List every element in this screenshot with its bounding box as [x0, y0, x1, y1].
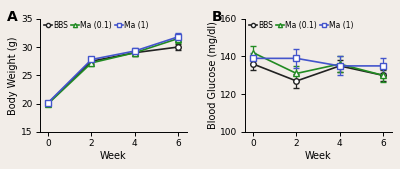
X-axis label: Week: Week: [305, 151, 332, 161]
X-axis label: Week: Week: [100, 151, 126, 161]
Y-axis label: Body Weight (g): Body Weight (g): [8, 36, 18, 115]
Text: A: A: [7, 10, 18, 24]
Legend: BBS, Ma (0.1), Ma (1): BBS, Ma (0.1), Ma (1): [43, 20, 150, 31]
Text: B: B: [212, 10, 223, 24]
Y-axis label: Blood Glucose (mg/dl): Blood Glucose (mg/dl): [208, 21, 218, 129]
Legend: BBS, Ma (0.1), Ma (1): BBS, Ma (0.1), Ma (1): [248, 20, 354, 31]
